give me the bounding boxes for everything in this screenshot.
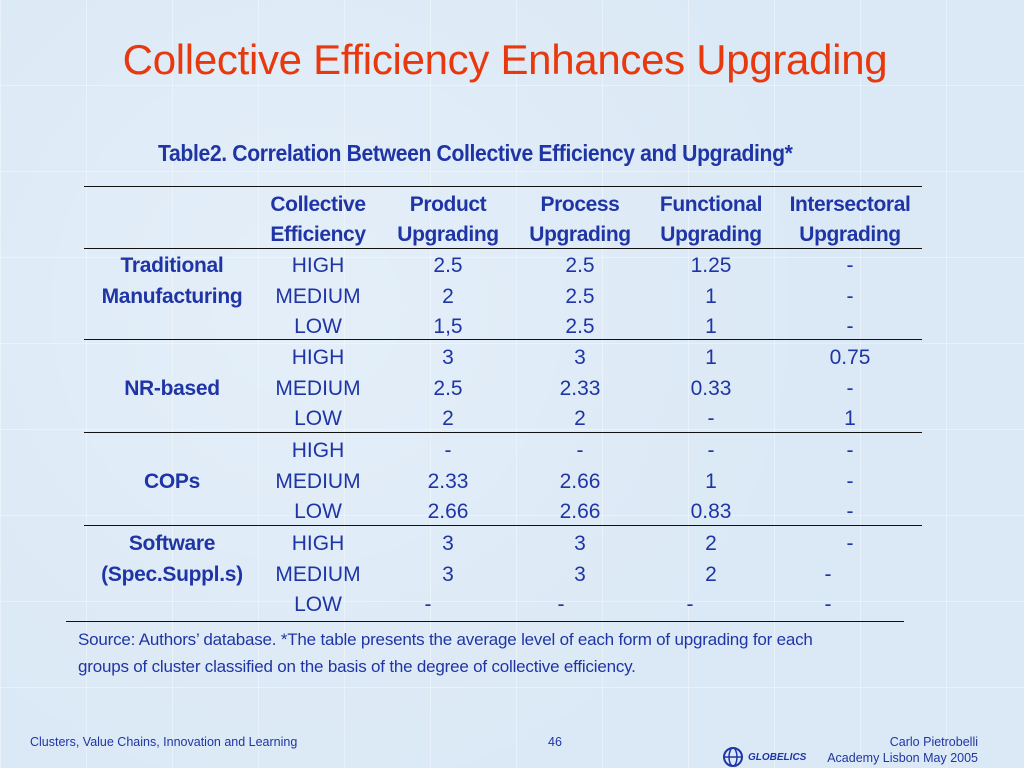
table-cell: 2.66: [559, 500, 601, 523]
row-group-label: Manufacturing: [101, 284, 243, 308]
table-cell: 0.33: [690, 376, 732, 400]
table-cell: HIGH: [291, 346, 345, 369]
table-cell: 2: [442, 284, 454, 308]
table-cell: -: [846, 284, 854, 308]
row-group-label: NR-based: [124, 376, 220, 400]
table-cell: -: [846, 500, 854, 523]
table-cell: LOW: [294, 407, 342, 430]
table-cell: 1: [705, 346, 717, 369]
table-caption: Table2. Correlation Between Collective E…: [158, 140, 793, 166]
table-cell: 2: [705, 562, 717, 586]
table-cell: 1.25: [690, 254, 732, 277]
table-cell: 1: [705, 284, 717, 308]
table-cell: -: [444, 439, 452, 462]
column-header: Upgrading: [799, 223, 901, 246]
table-cell: -: [707, 407, 715, 430]
table-cell: -: [424, 593, 432, 616]
table-cell: -: [557, 593, 565, 616]
table-cell: HIGH: [291, 439, 345, 462]
table-cell: 3: [574, 562, 586, 586]
table-cell: 1: [844, 407, 856, 430]
table-cell: 2.5: [565, 284, 595, 308]
column-header: Process: [540, 193, 620, 216]
table-cell: 2.5: [565, 315, 595, 338]
footer-event: Academy Lisbon May 2005: [827, 751, 978, 765]
table-cell: 2: [574, 407, 586, 430]
column-header: Product: [409, 193, 487, 216]
table-cell: 3: [442, 562, 454, 586]
table-cell: 2.5: [565, 254, 595, 277]
group-rule: [84, 432, 922, 433]
table-cell: -: [686, 593, 694, 616]
table-cell: -: [846, 315, 854, 338]
table-cell: -: [707, 439, 715, 462]
table-cell: 2: [442, 407, 454, 430]
table-cell: 2.66: [427, 500, 469, 523]
table-cell: LOW: [294, 593, 342, 616]
table-cell: MEDIUM: [275, 469, 361, 493]
table-cell: 3: [574, 346, 586, 369]
table-cell: MEDIUM: [275, 284, 361, 308]
row-group-label: Software: [128, 532, 216, 555]
table-cell: 1: [705, 469, 717, 493]
table-cell: 2.33: [559, 376, 601, 400]
table-cell: HIGH: [291, 532, 345, 555]
row-group-label: Traditional: [120, 254, 224, 277]
table-cell: 2.5: [433, 376, 463, 400]
table-cell: 2.33: [427, 469, 469, 493]
column-header: Upgrading: [397, 223, 499, 246]
globelics-logo: GLOBELICS: [722, 747, 806, 767]
table-cell: 3: [442, 532, 454, 555]
table-cell: LOW: [294, 315, 342, 338]
table-cell: 3: [574, 532, 586, 555]
source-line-1: Source: Authors’ database. *The table pr…: [78, 630, 813, 649]
table-top-rule: [84, 186, 922, 187]
table-cell: 0.75: [829, 346, 871, 369]
logo-text: GLOBELICS: [748, 751, 807, 763]
column-header: Intersectoral: [789, 193, 911, 216]
slide-title: Collective Efficiency Enhances Upgrading: [122, 36, 888, 83]
source-note: Source: Authors’ database. *The table pr…: [78, 626, 878, 680]
table-cell: -: [846, 254, 854, 277]
table-cell: -: [824, 562, 832, 586]
table-cell: MEDIUM: [275, 376, 361, 400]
table-cell: 2.5: [433, 254, 463, 277]
column-header: Upgrading: [660, 223, 762, 246]
column-header: Upgrading: [529, 223, 631, 246]
column-header: Collective: [270, 193, 366, 216]
table-cell: 1,5: [433, 315, 463, 338]
globe-icon: [723, 747, 743, 767]
footer-author: Carlo Pietrobelli: [889, 735, 978, 749]
table-cell: -: [846, 532, 854, 555]
table-cell: 2.66: [559, 469, 601, 493]
header-rule: [84, 248, 922, 249]
table-cell: -: [824, 593, 832, 616]
column-header: Functional: [659, 193, 763, 216]
table-cell: 0.83: [690, 500, 732, 523]
table-cell: -: [576, 439, 584, 462]
table-cell: MEDIUM: [275, 562, 361, 586]
table-cell: HIGH: [291, 254, 345, 277]
column-header: Efficiency: [270, 223, 366, 246]
table-cell: -: [846, 469, 854, 493]
table-cell: 3: [442, 346, 454, 369]
group-rule: [84, 525, 922, 526]
table-cell: LOW: [294, 500, 342, 523]
row-group-label: COPs: [144, 469, 200, 493]
table-cell: -: [846, 376, 854, 400]
table-cell: 2: [705, 532, 717, 555]
table-cell: 1: [705, 315, 717, 338]
table-cell: -: [846, 439, 854, 462]
group-rule: [84, 339, 922, 340]
source-line-2: groups of cluster classified on the basi…: [78, 657, 636, 676]
page-number: 46: [548, 735, 562, 749]
row-group-label: (Spec.Suppl.s): [101, 562, 243, 586]
table-bottom-rule: [66, 621, 904, 622]
footer-title: Clusters, Value Chains, Innovation and L…: [30, 735, 298, 749]
